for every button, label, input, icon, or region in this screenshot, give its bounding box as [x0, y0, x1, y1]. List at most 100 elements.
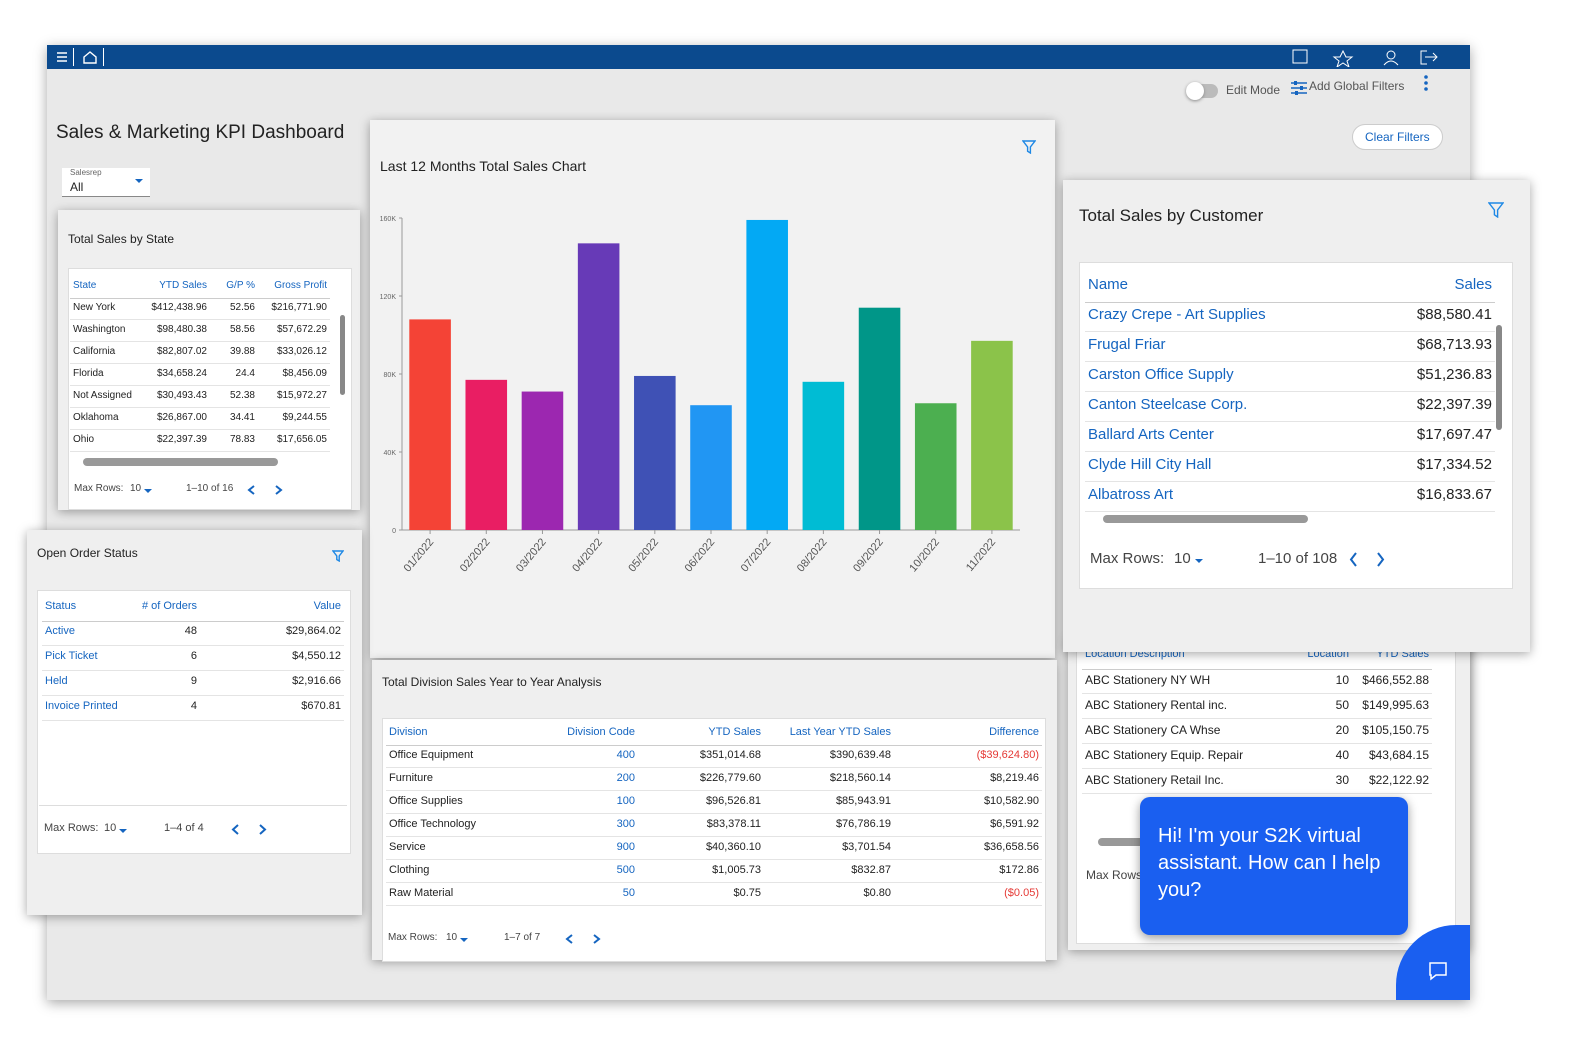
row-divider — [70, 385, 330, 386]
max-rows-label: Max Rows: — [388, 932, 438, 943]
table-cell: ($39,624.80) — [976, 749, 1039, 761]
caret-shape — [460, 938, 468, 942]
table-cell: 48 — [184, 625, 197, 637]
home-button[interactable] — [77, 48, 104, 66]
toolbar-icons[interactable] — [1287, 47, 1467, 67]
table-cell: Canton Steelcase Corp. — [1088, 396, 1248, 413]
table-cell: 900 — [616, 841, 635, 853]
table-cell: Office Supplies — [389, 795, 463, 807]
column-header: Status — [45, 600, 77, 612]
table-cell: 30 — [1335, 773, 1349, 787]
max-rows-label: Max Rows — [1086, 868, 1143, 882]
row-divider — [70, 407, 330, 408]
bar — [802, 381, 845, 530]
dropdown-caret — [135, 179, 143, 183]
max-rows-value: 10 — [446, 932, 458, 943]
row-divider — [1085, 511, 1495, 512]
filter-icon[interactable] — [1488, 202, 1504, 218]
table-cell: Albatross Art — [1088, 486, 1174, 503]
page-arrows[interactable] — [246, 483, 306, 497]
table-cell: $98,480.38 — [156, 324, 207, 335]
chat-bubble[interactable]: Hi! I'm your S2K virtual assistant. How … — [1140, 797, 1408, 935]
row-divider — [386, 859, 1042, 860]
table-cell: ABC Stationery Equip. Repair — [1085, 748, 1244, 762]
x-tick-label: 10/2022 — [907, 536, 942, 574]
table-cell: $149,995.63 — [1362, 698, 1429, 712]
horizontal-scrollbar — [1098, 838, 1178, 846]
x-tick-label: 09/2022 — [851, 536, 886, 574]
table-cell: Clothing — [389, 864, 430, 876]
vertical-scrollbar — [340, 315, 345, 395]
table-cell: Oklahoma — [73, 412, 119, 423]
table-cell: $412,438.96 — [151, 302, 207, 313]
table-box — [37, 590, 351, 854]
bar-chart: 0 40K 80K 120K 160K 01/2022 02/2022 03/2022 04/2… — [380, 216, 1020, 574]
row-divider — [1082, 768, 1432, 769]
table-cell: 500 — [616, 864, 635, 876]
table-cell: $22,122.92 — [1368, 773, 1429, 787]
max-rows-label: Max Rows: — [1090, 550, 1165, 567]
table-cell: $36,658.56 — [983, 841, 1039, 853]
table-cell: $218,560.14 — [829, 772, 891, 784]
table-cell: $40,360.10 — [705, 841, 761, 853]
state-sales-panel: Total Sales by State State YTD Sales G/P % G… — [58, 210, 360, 510]
chat-icon — [1429, 962, 1447, 981]
prev-arrow — [231, 824, 239, 835]
bar — [746, 219, 788, 530]
page-arrows[interactable] — [230, 822, 290, 837]
table-box — [382, 718, 1046, 962]
column-header: Name — [1088, 276, 1129, 293]
table-cell: $17,656.05 — [276, 434, 327, 445]
table-cell: $4,550.12 — [292, 650, 341, 662]
table-cell: $57,672.29 — [276, 324, 327, 335]
filter-icon[interactable] — [332, 550, 344, 562]
table-cell: 20 — [1335, 723, 1349, 737]
clear-filters-button[interactable]: Clear Filters — [1352, 124, 1443, 150]
header-divider — [42, 621, 344, 622]
edit-mode-toggle[interactable] — [1186, 82, 1218, 100]
row-divider — [1082, 743, 1432, 744]
table-cell: ABC Stationery Retail Inc. — [1085, 773, 1224, 787]
column-header: Difference — [989, 726, 1039, 738]
menu-button[interactable] — [51, 48, 74, 66]
salesrep-select[interactable]: Salesrep All — [62, 168, 150, 197]
page-arrows[interactable] — [564, 932, 624, 946]
table-cell: ($0.05) — [1004, 887, 1039, 899]
table-cell: $68,713.93 — [1416, 336, 1492, 353]
table-cell: $1,005.73 — [712, 864, 761, 876]
header-divider — [70, 298, 330, 299]
table-cell: $0.80 — [863, 887, 891, 899]
filter-icon[interactable] — [1022, 140, 1036, 154]
y-tick-label: 160K — [380, 216, 397, 223]
page-arrows[interactable] — [1348, 550, 1408, 569]
table-cell: $6,591.92 — [990, 818, 1039, 830]
table-box — [68, 268, 352, 510]
caret-shape — [144, 489, 152, 493]
column-header: G/P % — [226, 280, 255, 291]
table-cell: 50 — [1335, 698, 1349, 712]
table-cell: $3,701.54 — [842, 841, 891, 853]
column-header: # of Orders — [141, 600, 197, 612]
row-divider — [70, 319, 330, 320]
x-tick-label: 04/2022 — [570, 536, 605, 574]
table-cell: Florida — [73, 368, 104, 379]
table-cell: 52.38 — [229, 390, 255, 401]
next-arrow — [1377, 552, 1385, 567]
prev-arrow — [1349, 552, 1357, 567]
column-header: State — [73, 280, 97, 291]
x-tick-label: 07/2022 — [739, 536, 774, 574]
header-divider — [1085, 302, 1495, 303]
prev-arrow — [247, 485, 255, 495]
max-rows-caret — [144, 489, 152, 493]
table-cell: 4 — [190, 700, 197, 712]
footer-divider — [39, 805, 347, 806]
panel-title: Total Division Sales Year to Year Analys… — [382, 675, 602, 689]
bar — [690, 405, 732, 530]
next-arrow — [259, 824, 267, 835]
menu-icon — [57, 52, 67, 62]
row-divider — [386, 767, 1042, 768]
table-cell: Invoice Printed - — [45, 700, 120, 712]
y-tick-label: 40K — [384, 450, 397, 457]
more-menu[interactable] — [1420, 74, 1432, 92]
add-global-filters[interactable]: Add Global Filters — [1309, 79, 1405, 93]
